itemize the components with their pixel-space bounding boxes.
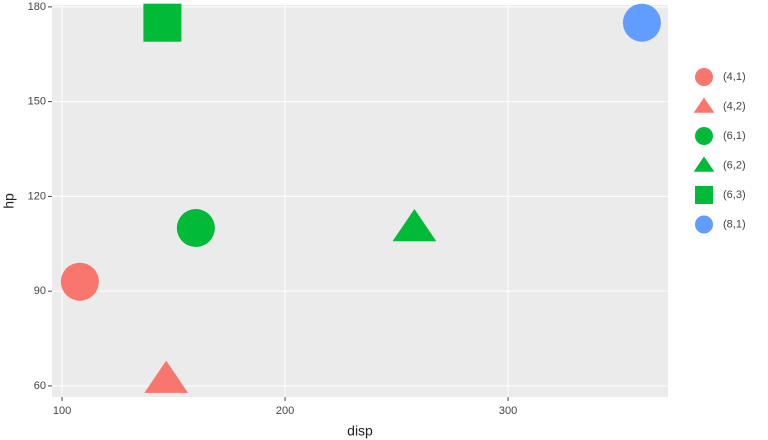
legend-label[interactable]: (4,2) <box>723 100 746 112</box>
x-tick-label: 200 <box>276 405 294 417</box>
y-tick-label: 150 <box>28 96 46 108</box>
x-tick-label: 100 <box>53 405 71 417</box>
y-tick-label: 180 <box>28 1 46 13</box>
legend-symbol <box>693 97 715 113</box>
x-axis-title: disp <box>347 423 373 439</box>
legend-label[interactable]: (6,1) <box>723 130 746 142</box>
point <box>143 3 182 42</box>
legend-label[interactable]: (8,1) <box>723 218 746 230</box>
legend-symbol <box>695 68 713 86</box>
x-tick-label: 300 <box>499 405 517 417</box>
y-tick-label: 120 <box>28 190 46 202</box>
y-tick-label: 90 <box>34 285 46 297</box>
point <box>392 209 437 242</box>
legend-symbol <box>693 156 715 172</box>
legend-symbol <box>695 127 713 145</box>
y-tick-label: 60 <box>34 380 46 392</box>
plot-background <box>52 5 668 397</box>
legend-symbol <box>695 215 713 234</box>
legend-label[interactable]: (4,1) <box>723 71 746 83</box>
point <box>60 262 99 301</box>
y-axis-title: hp <box>1 193 17 209</box>
legend-symbol <box>695 186 713 204</box>
point <box>144 360 189 393</box>
legend-label[interactable]: (6,3) <box>723 189 746 201</box>
legend-label[interactable]: (6,2) <box>723 159 746 171</box>
point <box>622 3 661 42</box>
point <box>176 209 215 248</box>
